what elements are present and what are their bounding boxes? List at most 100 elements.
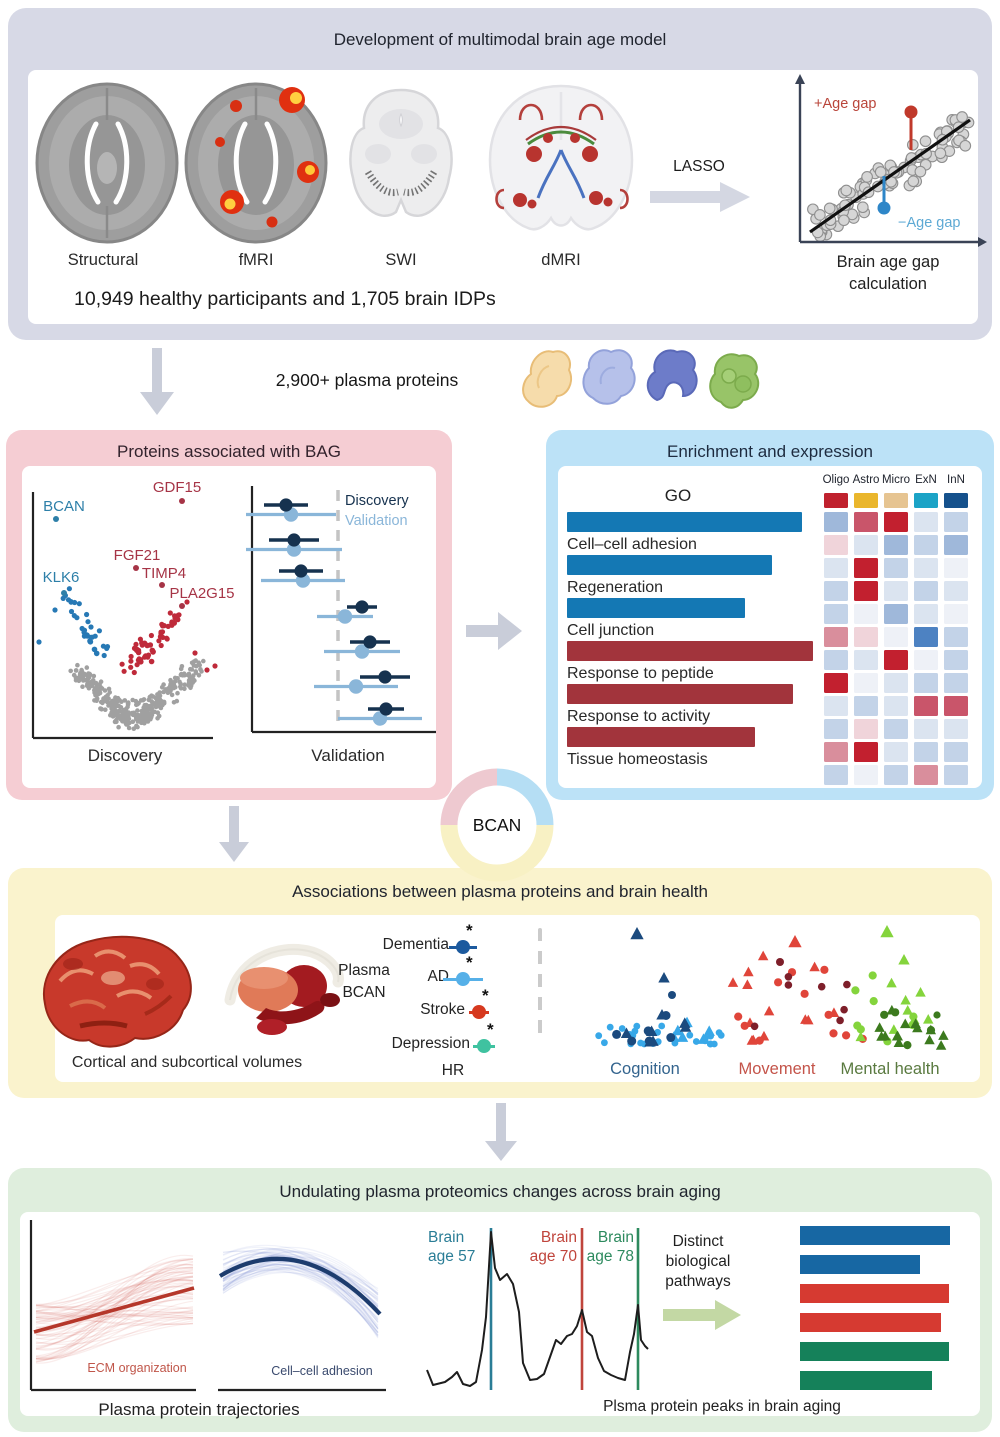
- heatmap-cell: [824, 719, 848, 739]
- movement-label: Movement: [738, 1060, 816, 1078]
- heatmap-cell: [944, 719, 968, 739]
- go-bar: [567, 684, 793, 704]
- heatmap-cell: [854, 719, 878, 739]
- lasso-arrow-icon: [650, 182, 750, 212]
- heatmap-cell: [824, 673, 848, 693]
- heatmap-cell: [824, 512, 848, 532]
- cortical-brain-image: [42, 935, 192, 1048]
- heatmap-cell: [884, 719, 908, 739]
- heatmap-header-swatch: [914, 493, 938, 508]
- pathways-arrow-icon: [663, 1300, 741, 1330]
- heatmap-cell: [944, 604, 968, 624]
- heatmap-header-swatch: [854, 493, 878, 508]
- heatmap-header-swatch: [884, 493, 908, 508]
- brain-age-gap-scatter: +Age gap −Age gap: [795, 74, 987, 247]
- heatmap-cell: [944, 535, 968, 555]
- pathway-bars: [800, 1226, 955, 1400]
- hazard-dot: [456, 972, 470, 986]
- heatmap-cell: [944, 512, 968, 532]
- development-title: Development of multimodal brain age mode…: [333, 30, 667, 49]
- volcano-up-points: [119, 599, 218, 676]
- traj2-label: Cell–cell adhesion: [271, 1364, 373, 1378]
- plasma-bcan-line2: BCAN: [342, 984, 386, 1001]
- go-bar: [567, 641, 813, 661]
- heatmap-cell: [884, 765, 908, 785]
- modality-label-dmri: dMRI: [541, 251, 581, 269]
- scatter-caption-line1: Brain age gap: [836, 253, 940, 271]
- significance-marker: *: [487, 1020, 494, 1039]
- volcano-ns-points: [68, 658, 206, 731]
- validation-forest-plot: [246, 486, 436, 734]
- heatmap-cell: [854, 512, 878, 532]
- enrichment-title: Enrichment and expression: [666, 442, 874, 461]
- brain-age-label: Brain age 57: [428, 1229, 476, 1265]
- go-label: GO: [664, 486, 692, 505]
- pathway-bar: [800, 1284, 949, 1303]
- heatmap-cell: [854, 604, 878, 624]
- go-bar-label: Regeneration: [567, 579, 664, 596]
- pathways-note: Distinct biological pathways: [652, 1232, 744, 1292]
- svg-text:FGF21: FGF21: [114, 547, 161, 564]
- heatmap-cell: [824, 627, 848, 647]
- pathways-note-line2: biological: [665, 1253, 731, 1270]
- heatmap-cell: [914, 512, 938, 532]
- traj1-label: ECM organization: [87, 1361, 187, 1375]
- associations-scatter: [595, 925, 949, 1050]
- down-arrow-icon: [140, 348, 174, 415]
- negative-gap-dot: [877, 201, 891, 215]
- heatmap-cell: [944, 742, 968, 762]
- heatmap-cell: [914, 650, 938, 670]
- heatmap-cell: [914, 765, 938, 785]
- down-arrow-icon: [485, 1103, 517, 1161]
- heatmap-column-header: Astro: [852, 474, 880, 486]
- heatmap-cell: [824, 558, 848, 578]
- heatmap-column-header: InN: [947, 474, 965, 486]
- svg-text:BCAN: BCAN: [43, 498, 85, 515]
- hazard-dot: [472, 1005, 486, 1019]
- positive-gap-dot: [904, 105, 918, 119]
- plus-age-gap-label: +Age gap: [814, 96, 877, 112]
- svg-text:GDF15: GDF15: [153, 479, 201, 496]
- go-bar-label: Tissue homeostasis: [567, 751, 708, 768]
- heatmap-cell: [944, 696, 968, 716]
- legend-discovery: Discovery: [345, 493, 409, 509]
- associations-content-box: [55, 915, 980, 1082]
- trajectories-caption: Plasma protein trajectories: [98, 1400, 300, 1419]
- heatmap-cell: [944, 627, 968, 647]
- plasma-bcan-line1: Plasma: [338, 962, 390, 979]
- bcan-link-ring: [440, 768, 554, 882]
- heatmap-cell: [824, 604, 848, 624]
- heatmap-cell: [854, 765, 878, 785]
- heatmap-cell: [824, 765, 848, 785]
- heatmap-cell: [854, 742, 878, 762]
- heatmap-cell: [854, 535, 878, 555]
- go-bar: [567, 598, 745, 618]
- heatmap-cell: [884, 581, 908, 601]
- heatmap-cell: [914, 719, 938, 739]
- go-bar-chart: Cell–cell adhesion Regeneration Cell junct…: [567, 512, 817, 770]
- forest-divider-line: [538, 928, 542, 1040]
- structural-brain-image: [35, 82, 179, 244]
- go-bar-label: Cell junction: [567, 622, 655, 639]
- heatmap-cell: [854, 581, 878, 601]
- volcano-down-points: [36, 586, 111, 659]
- fmri-brain-image: [184, 82, 328, 244]
- participants-note: 10,949 healthy participants and 1,705 br…: [74, 288, 496, 310]
- protein-peaks-plot: [426, 1228, 649, 1390]
- heatmap-cell: [944, 765, 968, 785]
- heatmap-cell: [824, 650, 848, 670]
- significance-marker: *: [466, 921, 473, 940]
- pathway-bar: [800, 1255, 920, 1274]
- hazard-dot: [456, 940, 470, 954]
- heatmap-cell: [914, 535, 938, 555]
- pathway-bar: [800, 1342, 949, 1361]
- down-arrow-icon: [219, 806, 249, 862]
- heatmap-cell: [884, 558, 908, 578]
- svg-text:PLA2G15: PLA2G15: [169, 585, 234, 602]
- heatmap-cell: [944, 673, 968, 693]
- hazard-row-label: AD: [427, 968, 449, 985]
- pathway-bar: [800, 1371, 932, 1390]
- minus-age-gap-label: −Age gap: [898, 215, 961, 231]
- modality-label-fmri: fMRI: [238, 251, 274, 269]
- heatmap-cell: [944, 558, 968, 578]
